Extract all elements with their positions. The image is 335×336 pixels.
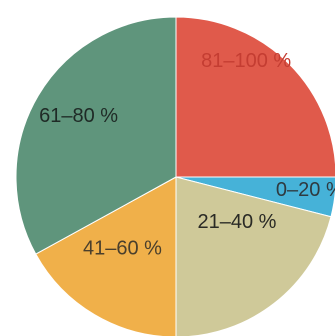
pie-slices [15,16,335,336]
pie-slice [35,176,177,336]
pie-slice-label: 41–60 % [83,238,162,260]
pie-slice-label: 81–100 % [201,50,291,72]
pie-slice [175,16,335,178]
pie-labels: 81–100 % 0–20 % 21–40 % 41–60 % 61–80 % [39,50,335,260]
pie-slice [15,16,177,255]
pie-slice-label: 0–20 % [276,179,335,201]
pie-slice-label: 21–40 % [198,211,277,233]
pie-slice-label: 61–80 % [39,105,118,127]
pie-slice [175,176,332,336]
